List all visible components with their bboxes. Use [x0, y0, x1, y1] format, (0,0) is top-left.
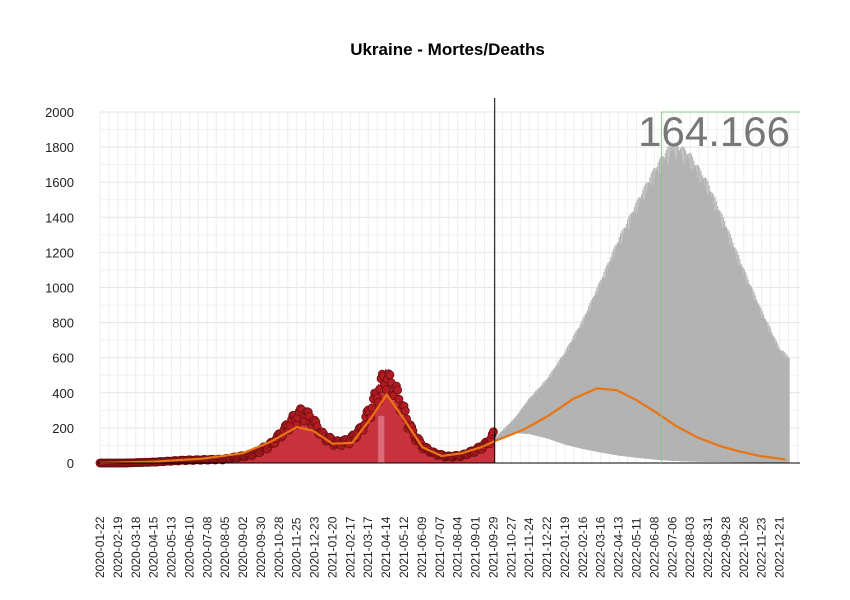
x-tick-label: 2021-04-14 — [379, 516, 393, 578]
y-tick-label: 0 — [67, 456, 74, 471]
x-tick-label: 2022-07-06 — [665, 516, 679, 578]
y-tick-label: 1000 — [45, 281, 74, 296]
x-tick-label: 2021-09-29 — [486, 516, 500, 578]
observed-point — [385, 370, 395, 380]
peak-bar — [377, 415, 386, 464]
x-tick-label: 2022-02-16 — [576, 516, 590, 578]
y-tick-label: 1200 — [45, 245, 74, 260]
total-deaths-annotation: 164.166 — [638, 108, 790, 155]
x-tick-label: 2020-08-05 — [218, 516, 232, 578]
y-tick-label: 800 — [52, 316, 74, 331]
x-tick-label: 2020-09-30 — [254, 516, 268, 578]
observed-point — [489, 427, 498, 437]
x-tick-label: 2022-12-21 — [773, 516, 787, 578]
x-tick-label: 2021-06-09 — [415, 516, 429, 578]
x-tick-label: 2022-01-19 — [558, 516, 572, 578]
x-tick-label: 2020-02-19 — [111, 516, 125, 578]
y-tick-label: 200 — [52, 421, 74, 436]
observed-point — [394, 394, 404, 404]
x-tick-label: 2020-01-22 — [93, 516, 107, 578]
x-tick-label: 2021-09-01 — [469, 516, 483, 578]
y-tick-label: 1600 — [45, 175, 74, 190]
x-tick-label: 2021-10-27 — [504, 516, 518, 578]
y-tick-label: 2000 — [45, 105, 74, 120]
observed-point — [400, 406, 410, 416]
x-tick-label: 2022-09-28 — [719, 516, 733, 578]
forecast-band — [494, 142, 790, 463]
x-tick-label: 2022-10-26 — [737, 516, 751, 578]
chart-title: Ukraine - Mortes/Deaths — [350, 40, 545, 59]
x-tick-label: 2020-06-10 — [182, 516, 196, 578]
x-tick-label: 2021-02-17 — [343, 516, 357, 578]
x-tick-label: 2022-06-08 — [647, 516, 661, 578]
x-tick-label: 2020-03-18 — [129, 516, 143, 578]
y-tick-label: 600 — [52, 351, 74, 366]
x-tick-label: 2020-07-08 — [200, 516, 214, 578]
x-tick-label: 2021-05-12 — [397, 516, 411, 578]
x-tick-label: 2020-11-25 — [290, 517, 304, 578]
x-tick-label: 2020-05-13 — [165, 516, 179, 578]
x-tick-label: 2022-08-31 — [701, 516, 715, 578]
x-tick-label: 2021-08-04 — [451, 516, 465, 578]
y-tick-label: 1800 — [45, 140, 74, 155]
observed-point — [381, 385, 391, 394]
x-tick-label: 2020-09-02 — [236, 516, 250, 578]
observed-point — [393, 385, 403, 395]
x-tick-label: 2021-01-20 — [325, 516, 339, 578]
x-tick-label: 2020-10-28 — [272, 516, 286, 578]
x-tick-label: 2021-07-07 — [433, 516, 447, 578]
x-tick-label: 2021-12-22 — [540, 516, 554, 578]
x-tick-label: 2022-11-23 — [755, 517, 769, 578]
x-tick-label: 2022-04-13 — [612, 516, 626, 578]
y-tick-label: 400 — [52, 386, 74, 401]
x-tick-label: 2020-04-15 — [147, 516, 161, 578]
observed-point — [367, 403, 377, 413]
y-tick-label: 1400 — [45, 210, 74, 225]
x-tick-label: 2021-03-17 — [361, 516, 375, 578]
x-tick-label: 2021-11-24 — [522, 517, 536, 578]
trend-series — [99, 387, 786, 465]
trend-line — [99, 387, 786, 465]
x-tick-label: 2020-12-23 — [308, 516, 322, 578]
x-tick-label: 2022-08-03 — [683, 516, 697, 578]
x-tick-label: 2022-05-11 — [629, 517, 643, 578]
axes: 0 200 400 600 800 1000 1200 1400 1600 1800 2000 202… — [45, 98, 800, 578]
x-tick-label: 2022-03-16 — [594, 516, 608, 578]
